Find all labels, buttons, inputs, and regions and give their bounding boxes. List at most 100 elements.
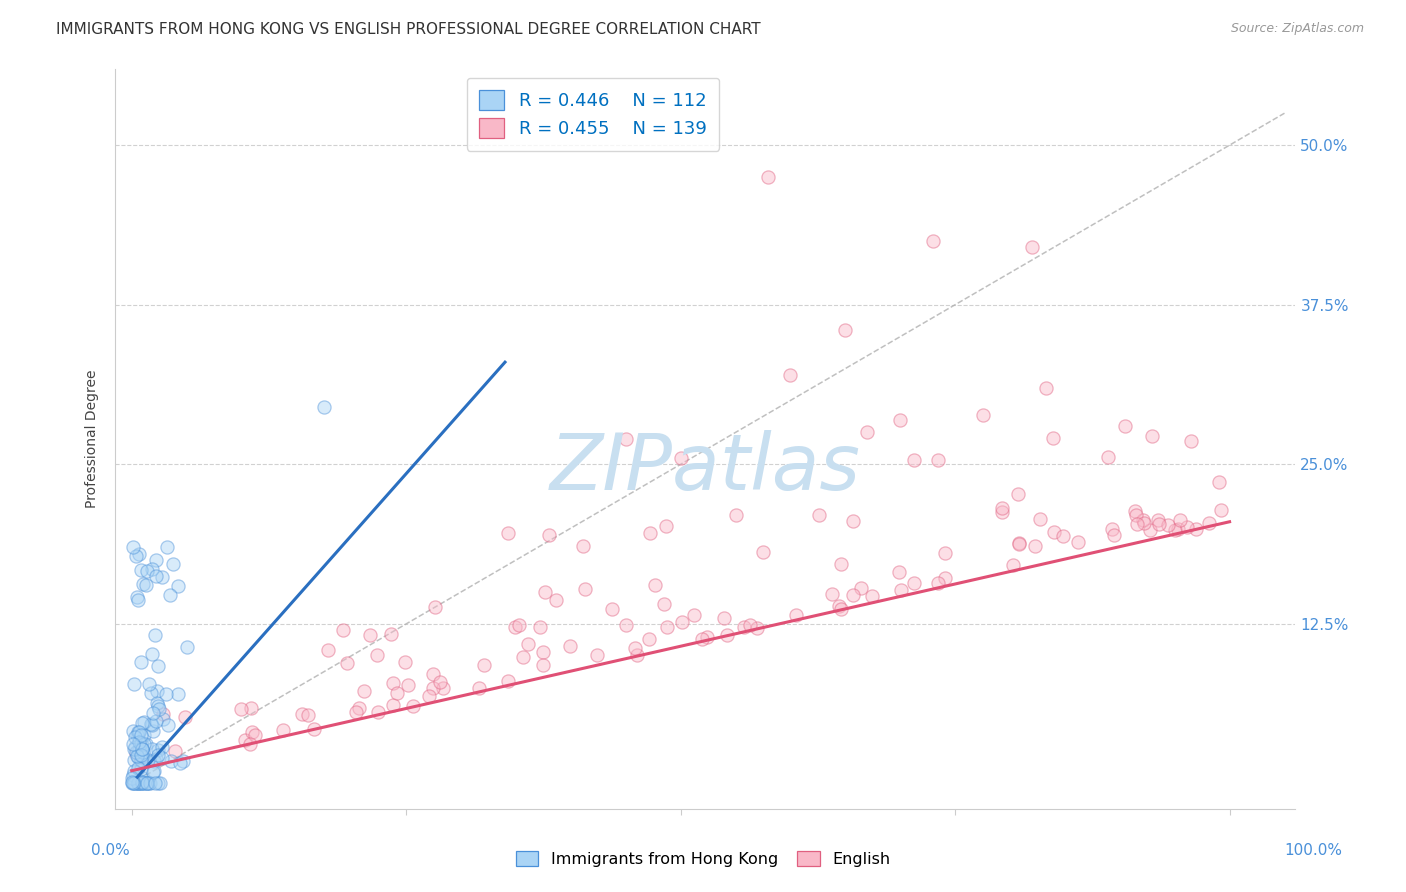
Point [1024, 539, 1046, 553]
Point [127, 776, 149, 790]
Point [991, 505, 1014, 519]
Point [381, 676, 404, 690]
Point [131, 715, 153, 730]
Point [159, 588, 181, 602]
Point [132, 714, 155, 729]
Point [1114, 419, 1136, 434]
Point [394, 655, 416, 669]
Point [1157, 517, 1180, 532]
Point [353, 684, 375, 698]
Point [834, 323, 856, 337]
Point [166, 687, 188, 701]
Point [496, 526, 519, 541]
Text: 0.0%: 0.0% [91, 843, 131, 858]
Point [135, 776, 157, 790]
Point [156, 718, 179, 732]
Point [139, 717, 162, 731]
Point [148, 776, 170, 790]
Point [121, 775, 143, 789]
Point [626, 648, 648, 662]
Point [560, 639, 582, 653]
Point [239, 701, 262, 715]
Point [135, 776, 157, 790]
Point [145, 752, 167, 766]
Point [127, 725, 149, 739]
Point [156, 541, 179, 555]
Point [1139, 523, 1161, 537]
Point [696, 630, 718, 644]
Point [1052, 529, 1074, 543]
Point [127, 590, 149, 604]
Point [1170, 513, 1192, 527]
Point [128, 547, 150, 561]
Point [141, 765, 163, 780]
Point [1028, 512, 1050, 526]
Point [1209, 503, 1232, 517]
Point [128, 774, 150, 789]
Point [128, 776, 150, 790]
Point [467, 681, 489, 696]
Point [531, 658, 554, 673]
Point [127, 761, 149, 775]
Point [132, 728, 155, 742]
Point [125, 746, 148, 760]
Text: IMMIGRANTS FROM HONG KONG VS ENGLISH PROFESSIONAL DEGREE CORRELATION CHART: IMMIGRANTS FROM HONG KONG VS ENGLISH PRO… [56, 22, 761, 37]
Point [972, 409, 994, 423]
Point [141, 718, 163, 732]
Point [922, 234, 945, 248]
Point [652, 597, 675, 611]
Point [1007, 487, 1029, 501]
Point [129, 762, 152, 776]
Point [856, 425, 879, 440]
Point [385, 686, 408, 700]
Point [1133, 516, 1156, 530]
Point [132, 737, 155, 751]
Point [129, 563, 152, 577]
Point [529, 620, 551, 634]
Point [841, 588, 863, 602]
Point [166, 578, 188, 592]
Point [1164, 523, 1187, 537]
Point [124, 776, 146, 790]
Point [692, 632, 714, 647]
Point [344, 705, 367, 719]
Point [683, 608, 706, 623]
Point [503, 620, 526, 634]
Point [654, 519, 676, 533]
Point [141, 742, 163, 756]
Point [138, 776, 160, 790]
Point [149, 776, 172, 790]
Text: Source: ZipAtlas.com: Source: ZipAtlas.com [1230, 22, 1364, 36]
Point [1097, 450, 1119, 465]
Point [366, 648, 388, 663]
Point [121, 724, 143, 739]
Point [143, 764, 166, 778]
Point [124, 776, 146, 790]
Point [1126, 516, 1149, 531]
Point [271, 723, 294, 737]
Point [176, 640, 198, 655]
Point [1042, 431, 1064, 445]
Point [1104, 528, 1126, 542]
Point [347, 701, 370, 715]
Point [242, 725, 264, 739]
Point [745, 621, 768, 635]
Point [128, 735, 150, 749]
Point [143, 776, 166, 790]
Point [152, 707, 174, 722]
Point [402, 699, 425, 714]
Point [418, 690, 440, 704]
Point [135, 754, 157, 768]
Point [472, 657, 495, 672]
Point [830, 601, 852, 615]
Point [131, 776, 153, 790]
Y-axis label: Professional Degree: Professional Degree [86, 369, 100, 508]
Point [860, 589, 883, 603]
Point [713, 611, 735, 625]
Point [367, 705, 389, 719]
Point [381, 698, 404, 713]
Point [162, 557, 184, 571]
Point [512, 650, 534, 665]
Point [828, 599, 851, 613]
Point [927, 453, 949, 467]
